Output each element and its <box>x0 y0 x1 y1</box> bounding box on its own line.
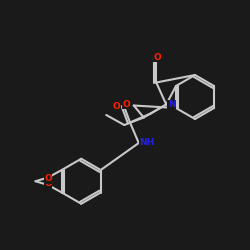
Text: O: O <box>123 100 130 109</box>
Text: O: O <box>44 174 52 183</box>
Text: NH: NH <box>139 138 154 147</box>
Text: N: N <box>168 100 175 109</box>
Text: O: O <box>154 52 162 62</box>
Text: O: O <box>44 179 52 188</box>
Text: O: O <box>113 102 120 111</box>
